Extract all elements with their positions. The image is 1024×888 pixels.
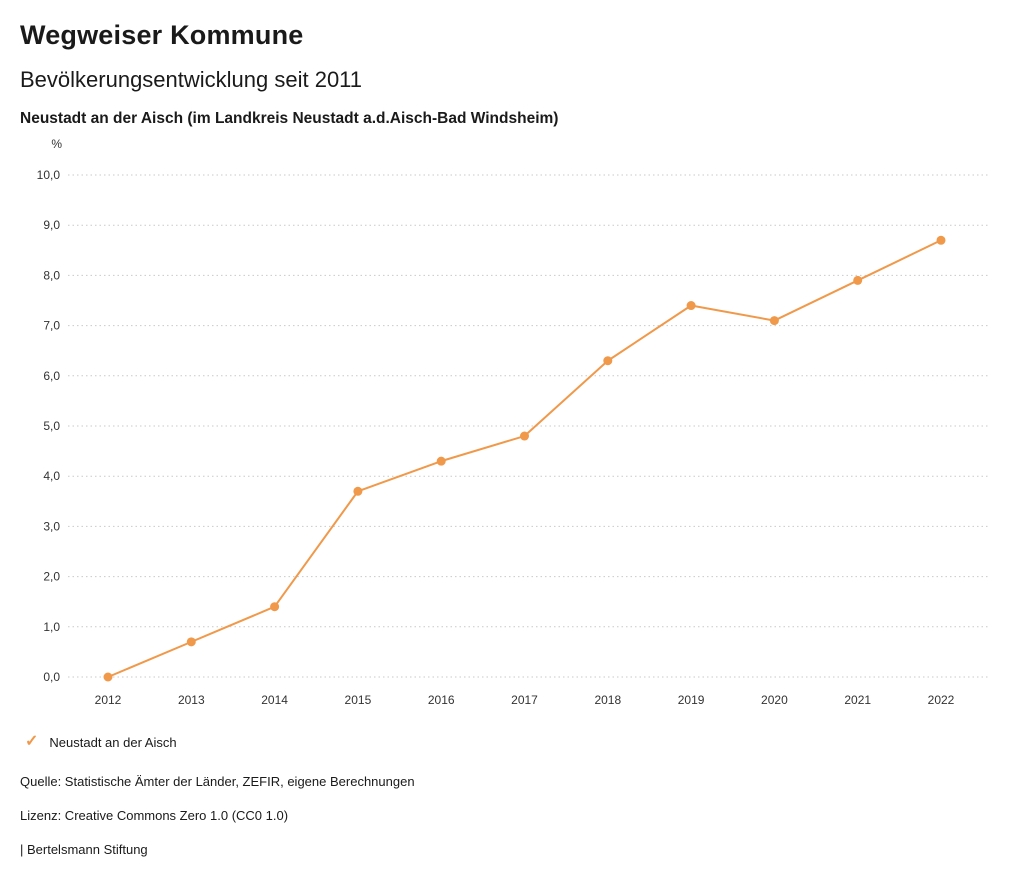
data-point-2020[interactable] [769,316,779,326]
y-tick-label: 0,0 [43,670,60,684]
chart-location-subtitle: Neustadt an der Aisch (im Landkreis Neus… [20,110,559,127]
chart-legend[interactable]: ✓ Neustadt an der Aisch [0,732,1024,752]
chart-footer: Quelle: Statistische Ämter der Länder, Z… [0,752,1024,857]
chart-header: Wegweiser Kommune Bevölkerungsentwicklun… [0,0,1024,128]
data-point-2021[interactable] [853,275,863,285]
y-tick-label: 7,0 [43,319,60,333]
x-tick-label: 2020 [761,693,788,707]
y-tick-label: 2,0 [43,570,60,584]
x-tick-label: 2022 [928,693,955,707]
series-line [107,239,942,678]
license-text: Lizenz: Creative Commons Zero 1.0 (CC0 1… [20,808,289,823]
x-tick-label: 2015 [345,693,372,707]
source-text: Quelle: Statistische Ämter der Länder, Z… [20,774,415,789]
x-tick-label: 2017 [511,693,538,707]
x-tick-label: 2018 [594,693,621,707]
x-tick-label: 2012 [95,693,122,707]
y-tick-label: 10,0 [37,168,61,182]
x-tick-label: 2016 [428,693,455,707]
data-point-2019[interactable] [686,301,696,311]
data-point-2015[interactable] [353,486,363,496]
data-point-2017[interactable] [520,431,529,441]
branding-text: | Bertelsmann Stiftung [20,842,148,857]
y-tick-label: 9,0 [43,218,60,232]
y-tick-label: 4,0 [43,469,60,483]
x-tick-label: 2013 [178,693,205,707]
y-tick-label: 8,0 [43,268,60,282]
data-point-2016[interactable] [436,456,446,466]
data-point-2013[interactable] [186,637,196,647]
population-line-chart: % 0,0 1,0 2,0 3,0 4,0 5,0 6,0 7,0 8,0 9,0 10,0 2012 2… [0,130,1024,730]
data-point-2022[interactable] [936,235,946,245]
data-point-2012[interactable] [103,672,113,682]
data-point-2014[interactable] [270,602,280,612]
legend-check-icon: ✓ [25,733,39,750]
x-tick-label: 2021 [844,693,871,707]
legend-series-label: Neustadt an der Aisch [49,734,177,750]
x-tick-label: 2014 [261,693,288,707]
y-tick-label: 1,0 [43,620,60,634]
chart-title: Bevölkerungsentwicklung seit 2011 [20,67,363,92]
x-tick-label: 2019 [678,693,705,707]
y-tick-label: 3,0 [43,519,60,533]
page-title: Wegweiser Kommune [20,20,304,50]
data-point-2018[interactable] [603,356,613,366]
y-tick-label: 5,0 [43,419,60,433]
y-tick-label: 6,0 [43,369,60,383]
line-chart-svg: % 0,0 1,0 2,0 3,0 4,0 5,0 6,0 7,0 8,0 9,0 10,0 2012 2… [37,137,990,707]
y-axis-unit-label: % [51,137,62,151]
